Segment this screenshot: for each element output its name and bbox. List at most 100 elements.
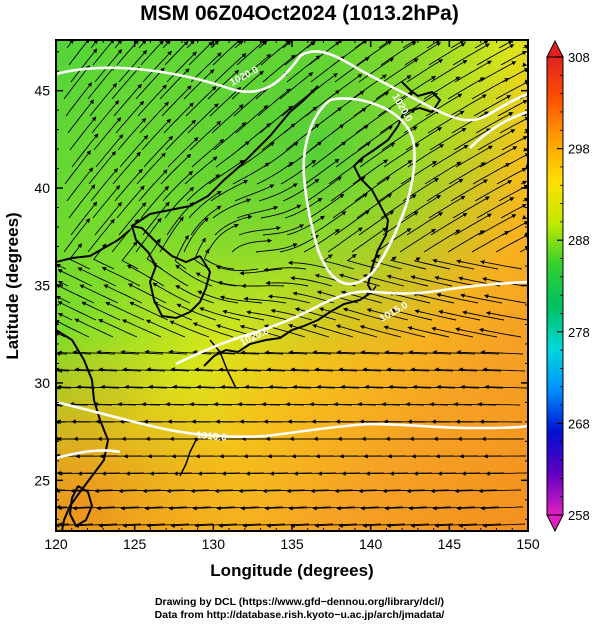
streamline (355, 108, 392, 134)
y-tick-label: 40 (34, 180, 50, 196)
x-tick-label: 125 (123, 536, 147, 552)
streamline (77, 267, 117, 287)
streamlines (56, 40, 528, 528)
streamline (56, 284, 95, 304)
credit-line-1: Drawing by DCL (https://www.gfd−dennou.o… (154, 596, 445, 608)
streamline (79, 284, 119, 304)
streamline (282, 178, 320, 202)
streamline (454, 60, 492, 83)
streamline (340, 384, 384, 390)
streamline (257, 88, 291, 117)
streamline (265, 280, 309, 287)
streamline (384, 506, 428, 511)
streamline (303, 228, 340, 253)
streamline (74, 318, 114, 338)
streamline (472, 163, 511, 185)
streamline (194, 367, 238, 372)
streamline (336, 350, 380, 355)
streamline (159, 216, 184, 253)
streamline (166, 202, 195, 236)
streamline (358, 57, 395, 83)
streamline (294, 307, 337, 321)
streamline (168, 349, 212, 355)
streamline (199, 307, 241, 321)
streamline (362, 367, 406, 372)
streamline (408, 506, 452, 511)
streamline (215, 140, 250, 168)
streamline (57, 269, 93, 287)
streamline (65, 82, 93, 117)
streamline (266, 367, 310, 372)
streamline (495, 80, 528, 100)
streamline (169, 320, 210, 338)
streamline (56, 263, 67, 270)
streamline (412, 292, 455, 304)
streamline (431, 326, 474, 338)
streamline (239, 141, 275, 168)
streamline (478, 327, 522, 338)
streamline (427, 110, 465, 134)
streamline (117, 117, 147, 151)
streamline (430, 59, 468, 83)
streamline (286, 215, 326, 236)
streamline (259, 105, 293, 134)
warm-region-shading (56, 40, 528, 531)
streamline (105, 301, 145, 321)
streamline (111, 66, 140, 100)
streamline (429, 127, 467, 151)
streamline (240, 506, 284, 511)
streamline (143, 135, 174, 168)
streamline (120, 506, 164, 511)
streamline (334, 488, 378, 494)
streamline (380, 41, 417, 66)
streamline (145, 319, 186, 338)
x-axis-label: Longitude (degrees) (210, 561, 373, 580)
streamline (113, 83, 143, 117)
streamline (164, 186, 195, 219)
streamline (454, 488, 498, 494)
streamline (91, 99, 120, 134)
colorbar-tick-label: 308 (568, 50, 590, 65)
streamline (136, 152, 166, 185)
streamline (388, 291, 431, 304)
streamline (438, 309, 481, 321)
streamline (56, 320, 90, 338)
streamline (103, 284, 143, 304)
colorbar-tick-label: 278 (568, 325, 590, 340)
streamline (239, 268, 283, 276)
streamline (174, 234, 189, 270)
streamline (70, 488, 114, 494)
streamline (322, 254, 355, 270)
streamline (90, 167, 119, 202)
streamline (458, 523, 502, 528)
streamline (210, 179, 249, 202)
y-tick-label: 35 (34, 278, 50, 294)
streamline (242, 523, 286, 528)
streamline (434, 367, 478, 372)
streamline (335, 142, 371, 168)
streamline (95, 134, 124, 168)
x-tick-label: 145 (438, 536, 462, 552)
streamline (162, 40, 171, 49)
streamline (436, 384, 480, 390)
streamline (94, 488, 138, 494)
streamline (209, 86, 242, 117)
streamline (482, 523, 526, 528)
streamline (219, 295, 263, 304)
streamline (308, 193, 345, 219)
streamline (57, 301, 97, 321)
streamline (172, 384, 216, 390)
streamline (309, 124, 345, 151)
streamline (167, 137, 199, 168)
streamline (146, 367, 190, 372)
streamline (212, 198, 252, 219)
streamline (476, 44, 515, 66)
streamline (56, 295, 71, 304)
streamline (338, 367, 382, 372)
streamline (292, 384, 336, 390)
streamline (72, 350, 116, 355)
streamline (216, 350, 260, 355)
streamline (483, 294, 527, 304)
streamline (383, 325, 426, 338)
streamline (414, 309, 457, 321)
